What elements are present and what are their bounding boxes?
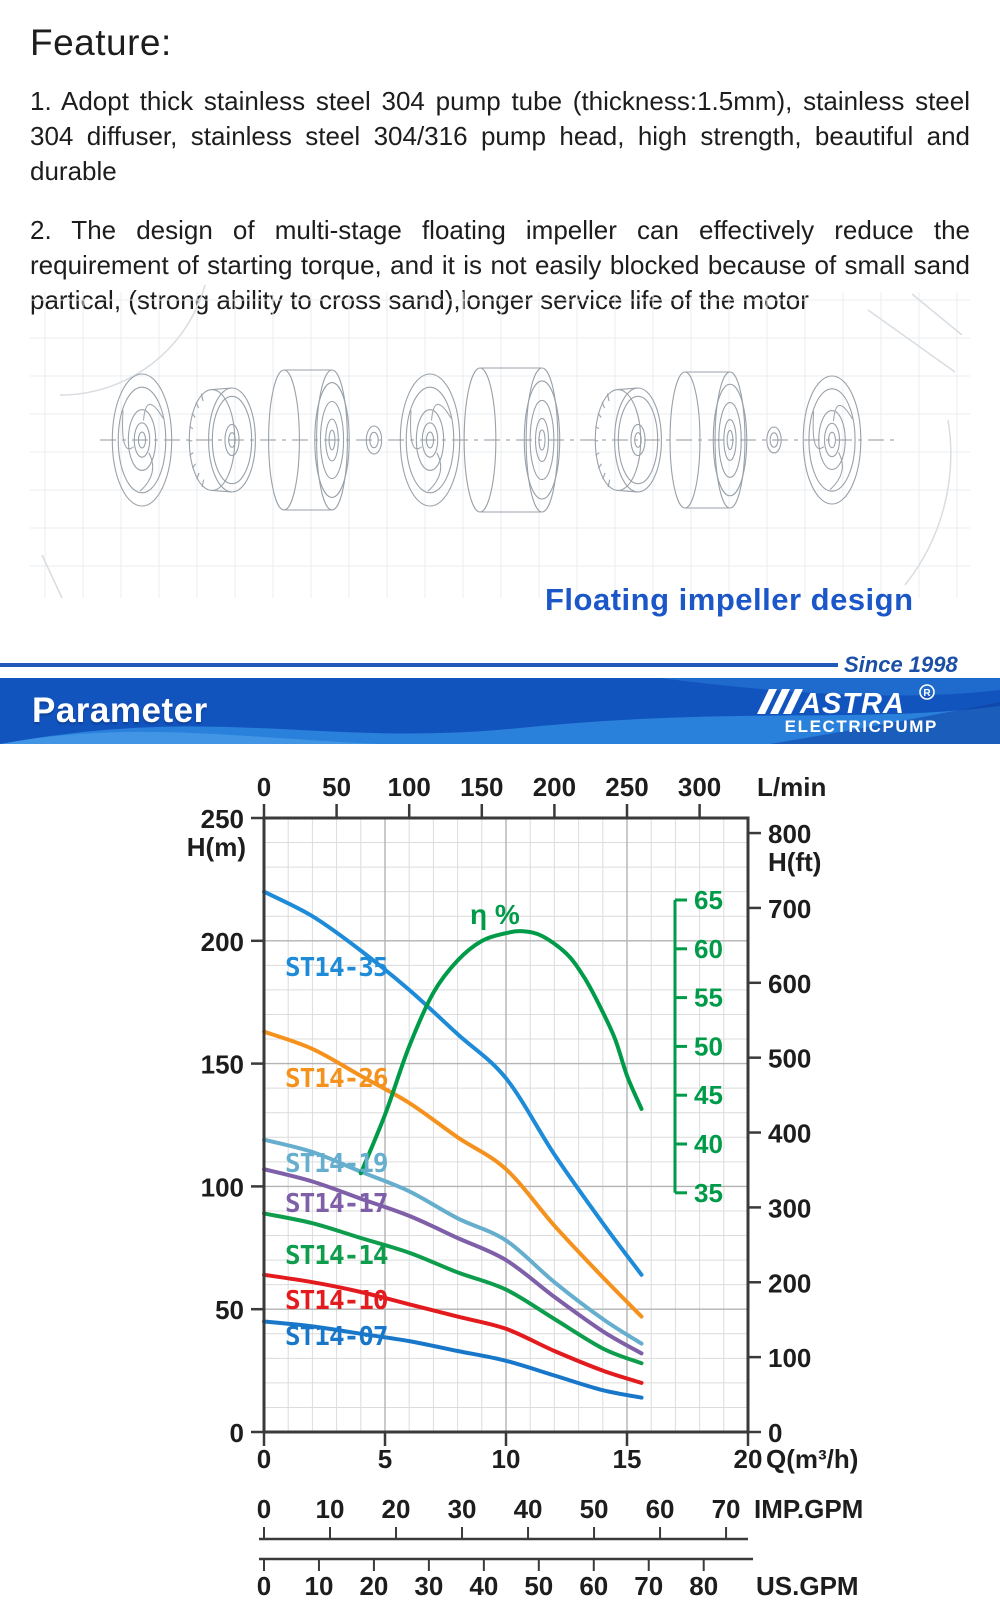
svg-text:10: 10 bbox=[305, 1571, 334, 1601]
svg-text:H(m): H(m) bbox=[187, 832, 246, 862]
svg-text:80: 80 bbox=[689, 1571, 718, 1601]
svg-text:200: 200 bbox=[533, 772, 576, 802]
svg-text:150: 150 bbox=[460, 772, 503, 802]
svg-text:500: 500 bbox=[768, 1044, 811, 1074]
svg-text:η %: η % bbox=[470, 899, 520, 930]
feature-item-2: 2. The design of multi-stage floating im… bbox=[30, 215, 970, 315]
svg-text:0: 0 bbox=[768, 1418, 782, 1448]
svg-text:20: 20 bbox=[359, 1571, 388, 1601]
svg-text:ST14-10: ST14-10 bbox=[285, 1286, 388, 1316]
mastra-logo-icon: ASTRA R bbox=[757, 684, 935, 719]
svg-text:ST14-19: ST14-19 bbox=[285, 1149, 388, 1179]
banner-title: Parameter bbox=[32, 691, 208, 730]
svg-text:300: 300 bbox=[768, 1193, 811, 1223]
svg-text:40: 40 bbox=[469, 1571, 498, 1601]
svg-text:0: 0 bbox=[257, 1571, 271, 1601]
exploded-drawing-section: Floating impeller design bbox=[0, 280, 1000, 617]
svg-text:50: 50 bbox=[694, 1031, 723, 1061]
svg-text:ST14-35: ST14-35 bbox=[285, 953, 388, 983]
svg-text:65: 65 bbox=[694, 885, 723, 915]
svg-text:40: 40 bbox=[514, 1494, 543, 1524]
svg-text:300: 300 bbox=[678, 772, 721, 802]
svg-text:ST14-07: ST14-07 bbox=[285, 1322, 388, 1352]
svg-text:400: 400 bbox=[768, 1119, 811, 1149]
feature-item-1: 1. Adopt thick stainless steel 304 pump … bbox=[30, 86, 970, 186]
svg-text:20: 20 bbox=[382, 1494, 411, 1524]
svg-text:50: 50 bbox=[524, 1571, 553, 1601]
svg-text:100: 100 bbox=[388, 772, 431, 802]
svg-text:50: 50 bbox=[215, 1295, 244, 1325]
svg-text:10: 10 bbox=[316, 1494, 345, 1524]
svg-text:ST14-17: ST14-17 bbox=[285, 1189, 388, 1219]
svg-text:100: 100 bbox=[201, 1172, 244, 1202]
parameter-banner: Parameter ASTRA R ELECTRICPUMP bbox=[0, 678, 1000, 744]
brand-logo: ASTRA R ELECTRICPUMP bbox=[748, 681, 938, 743]
svg-text:60: 60 bbox=[694, 934, 723, 964]
svg-text:0: 0 bbox=[230, 1418, 244, 1448]
svg-text:35: 35 bbox=[694, 1178, 723, 1208]
feature-section: Feature: 1. Adopt thick stainless steel … bbox=[30, 22, 970, 342]
svg-text:70: 70 bbox=[712, 1494, 741, 1524]
svg-text:60: 60 bbox=[646, 1494, 675, 1524]
svg-text:45: 45 bbox=[694, 1080, 723, 1110]
svg-text:250: 250 bbox=[201, 804, 244, 834]
svg-text:H(ft): H(ft) bbox=[768, 847, 821, 877]
svg-text:800: 800 bbox=[768, 819, 811, 849]
svg-text:20: 20 bbox=[734, 1444, 763, 1474]
svg-text:ST14-14: ST14-14 bbox=[285, 1241, 388, 1271]
exploded-pump-drawing bbox=[30, 284, 970, 599]
svg-text:50: 50 bbox=[580, 1494, 609, 1524]
svg-text:100: 100 bbox=[768, 1343, 811, 1373]
banner-wave-background bbox=[0, 678, 1000, 744]
svg-text:600: 600 bbox=[768, 969, 811, 999]
svg-text:0: 0 bbox=[257, 1444, 271, 1474]
svg-text:70: 70 bbox=[634, 1571, 663, 1601]
svg-text:700: 700 bbox=[768, 894, 811, 924]
svg-text:R: R bbox=[923, 688, 931, 699]
svg-text:ST14-26: ST14-26 bbox=[285, 1064, 388, 1094]
svg-text:30: 30 bbox=[414, 1571, 443, 1601]
divider-line bbox=[0, 663, 838, 667]
svg-text:30: 30 bbox=[448, 1494, 477, 1524]
svg-text:US.GPM: US.GPM bbox=[756, 1571, 859, 1601]
performance-chart: ST14-35 ST14-26 ST14-19 ST14-17 ST14-14 ST14-… bbox=[187, 772, 864, 1601]
svg-text:IMP.GPM: IMP.GPM bbox=[754, 1494, 863, 1524]
svg-text:250: 250 bbox=[605, 772, 648, 802]
svg-text:15: 15 bbox=[613, 1444, 642, 1474]
svg-text:60: 60 bbox=[579, 1571, 608, 1601]
svg-text:5: 5 bbox=[378, 1444, 392, 1474]
svg-text:150: 150 bbox=[201, 1050, 244, 1080]
svg-text:40: 40 bbox=[694, 1129, 723, 1159]
drawing-caption: Floating impeller design bbox=[545, 582, 914, 617]
svg-text:0: 0 bbox=[257, 772, 271, 802]
svg-text:10: 10 bbox=[492, 1444, 521, 1474]
svg-text:ASTRA: ASTRA bbox=[799, 688, 905, 719]
svg-text:200: 200 bbox=[768, 1268, 811, 1298]
svg-text:Q(m³/h): Q(m³/h) bbox=[766, 1444, 858, 1474]
svg-text:200: 200 bbox=[201, 927, 244, 957]
svg-text:0: 0 bbox=[257, 1494, 271, 1524]
since-text: Since 1998 bbox=[844, 652, 958, 677]
logo-subtitle: ELECTRICPUMP bbox=[784, 717, 938, 736]
svg-text:50: 50 bbox=[322, 772, 351, 802]
svg-text:L/min: L/min bbox=[757, 772, 826, 802]
performance-chart-section: ST14-35 ST14-26 ST14-19 ST14-17 ST14-14 ST14-… bbox=[0, 740, 1000, 1621]
feature-heading: Feature: bbox=[30, 22, 172, 63]
divider-row: Since 1998 bbox=[0, 652, 1000, 678]
svg-text:55: 55 bbox=[694, 983, 723, 1013]
